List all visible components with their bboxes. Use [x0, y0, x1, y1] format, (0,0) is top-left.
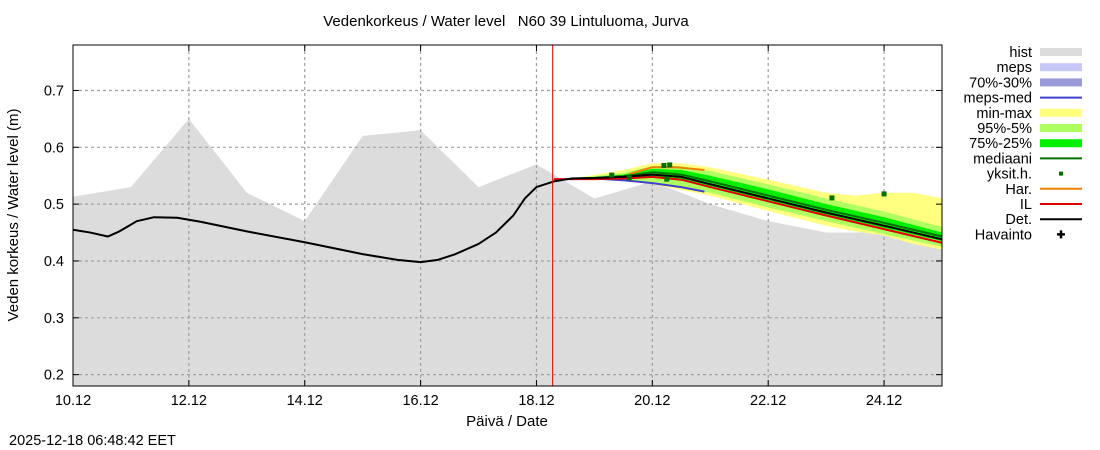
y-tick-label: 0.6 [44, 140, 64, 156]
yksit-point [829, 195, 835, 201]
x-tick-label: 20.12 [634, 393, 670, 409]
x-axis-label: Päivä / Date [466, 413, 548, 430]
yksit-point [609, 172, 615, 178]
timestamp: 2025-12-18 06:48:42 EET [9, 433, 176, 449]
legend-label: Har. [1005, 182, 1032, 198]
legend-swatch [1040, 139, 1082, 148]
plot-frame-layer [72, 44, 943, 387]
det-line [72, 173, 943, 264]
legend-label: Det. [1005, 212, 1032, 228]
yksit-point [667, 162, 673, 168]
hist-band-layer [73, 118, 942, 386]
x-tick-label: 22.12 [750, 393, 786, 409]
tick-layer: 0.2 0.3 0.4 0.5 0.6 0.7 10.12 12.12 14.12 16.12 18… [44, 45, 942, 409]
chart-title: Vedenkorkeus / Water level N60 39 Lintul… [323, 13, 689, 30]
legend-label: meps [997, 60, 1032, 76]
legend-label: 70%-30% [969, 75, 1032, 91]
legend-swatch [1040, 48, 1082, 56]
x-tick-label: 12.12 [171, 393, 207, 409]
x-tick-label: 14.12 [287, 393, 323, 409]
plot-frame [72, 44, 943, 387]
legend-label: 95%-5% [977, 121, 1032, 137]
legend-label: Havainto [975, 227, 1032, 243]
legend-dot [1059, 171, 1063, 176]
yksit-point [881, 191, 887, 197]
legend: histmeps70%-30%meps-medmin-max95%-5%75%-… [964, 45, 1082, 243]
yksit-point [664, 176, 670, 182]
hist-area [73, 118, 942, 386]
legend-swatch [1040, 108, 1082, 117]
yksit-point-layer [609, 162, 887, 201]
y-tick-label: 0.5 [44, 197, 64, 213]
legend-swatch [1040, 63, 1082, 72]
il-line [553, 175, 943, 244]
grid-layer [73, 45, 942, 386]
legend-label: min-max [976, 106, 1032, 122]
legend-label: 75%-25% [969, 136, 1032, 152]
legend-label: mediaani [973, 151, 1032, 167]
y-tick-label: 0.2 [44, 368, 64, 384]
legend-label: yksit.h. [987, 167, 1032, 183]
legend-label: hist [1009, 45, 1032, 61]
x-tick-label: 16.12 [402, 393, 438, 409]
yksit-point [661, 162, 667, 168]
band-95-5 [582, 166, 942, 247]
y-tick-label: 0.7 [44, 83, 64, 99]
x-tick-label: 18.12 [518, 393, 554, 409]
legend-plus-icon [1057, 230, 1065, 239]
y-axis-label: Veden korkeus / Water level (m) [5, 109, 22, 322]
x-tick-label: 10.12 [55, 393, 91, 409]
legend-swatch [1040, 124, 1082, 132]
y-tick-label: 0.4 [44, 254, 64, 270]
legend-swatch [1040, 78, 1082, 87]
x-tick-label: 24.12 [866, 393, 902, 409]
legend-label: meps-med [964, 91, 1033, 107]
legend-label: IL [1020, 197, 1032, 213]
yksit-point [626, 175, 632, 181]
y-tick-label: 0.3 [44, 311, 64, 327]
